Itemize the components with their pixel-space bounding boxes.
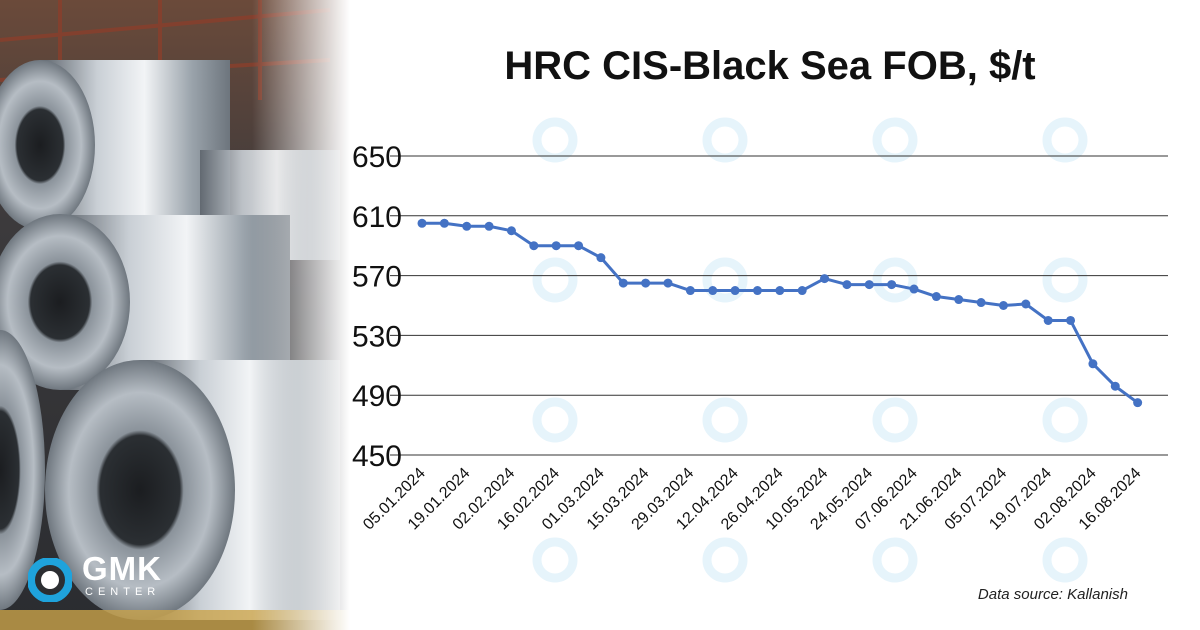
data-point [775,286,785,296]
data-point [730,286,740,296]
data-point [887,280,897,290]
data-point [864,280,874,290]
data-point [909,284,919,294]
data-point [1021,299,1031,309]
y-tick-label: 530 [352,320,402,353]
watermark-icon [1042,537,1088,583]
brand-name: GMK [82,550,162,587]
data-point [1110,381,1120,391]
data-point [976,298,986,308]
data-point [663,278,673,288]
series-line [422,221,1139,404]
data-point [998,301,1008,310]
chart-gridlines [390,155,1168,456]
watermark-icon [702,257,748,303]
data-point [842,280,852,290]
data-point [797,286,807,296]
watermark-icon [532,117,578,163]
watermark-icon [1042,397,1088,443]
data-point [574,241,584,251]
brand-subtitle: CENTER [85,586,161,598]
data-point [1043,315,1053,325]
gmk-logo-icon [28,558,72,602]
brand-logo: GMK CENTER [28,550,188,602]
watermark-pattern [532,117,1088,583]
data-point [551,241,561,251]
data-point [931,292,941,302]
watermark-icon [872,257,918,303]
y-tick-label: 490 [352,380,402,413]
watermark-icon [532,397,578,443]
y-axis-ticks: 450 490 530 570 610 650 [352,141,402,473]
chart-title: HRC CIS-Black Sea FOB, $/t [504,44,1036,88]
data-point [820,274,830,284]
data-point [484,221,494,231]
data-point [954,295,964,305]
watermark-icon [872,537,918,583]
watermark-icon [702,397,748,443]
data-point [1133,398,1143,408]
data-source-note: Data source: Kallanish [977,586,1128,603]
data-point [596,253,606,263]
watermark-icon [702,537,748,583]
watermark-icon [872,117,918,163]
data-point [417,218,427,228]
watermark-icon [872,397,918,443]
data-point [618,278,628,288]
watermark-icon [532,537,578,583]
watermark-icon [702,117,748,163]
data-point [529,241,539,251]
data-point [1066,315,1076,325]
steel-coils-photo [0,0,350,630]
data-point [439,218,449,228]
y-tick-label: 650 [352,141,402,174]
x-axis-ticks: 05.01.202419.01.202402.02.202416.02.2024… [360,465,1144,534]
data-point [685,286,695,296]
watermark-icon [1042,257,1088,303]
series-group [417,218,1143,408]
y-tick-label: 610 [352,201,402,234]
data-point [708,286,718,296]
y-tick-label: 450 [352,440,402,473]
data-point [462,221,472,231]
data-point [641,278,651,288]
watermark-icon [1042,117,1088,163]
y-tick-label: 570 [352,261,402,294]
watermark-icon [532,257,578,303]
data-point [1088,359,1098,369]
data-point [752,286,762,296]
data-point [506,226,516,236]
